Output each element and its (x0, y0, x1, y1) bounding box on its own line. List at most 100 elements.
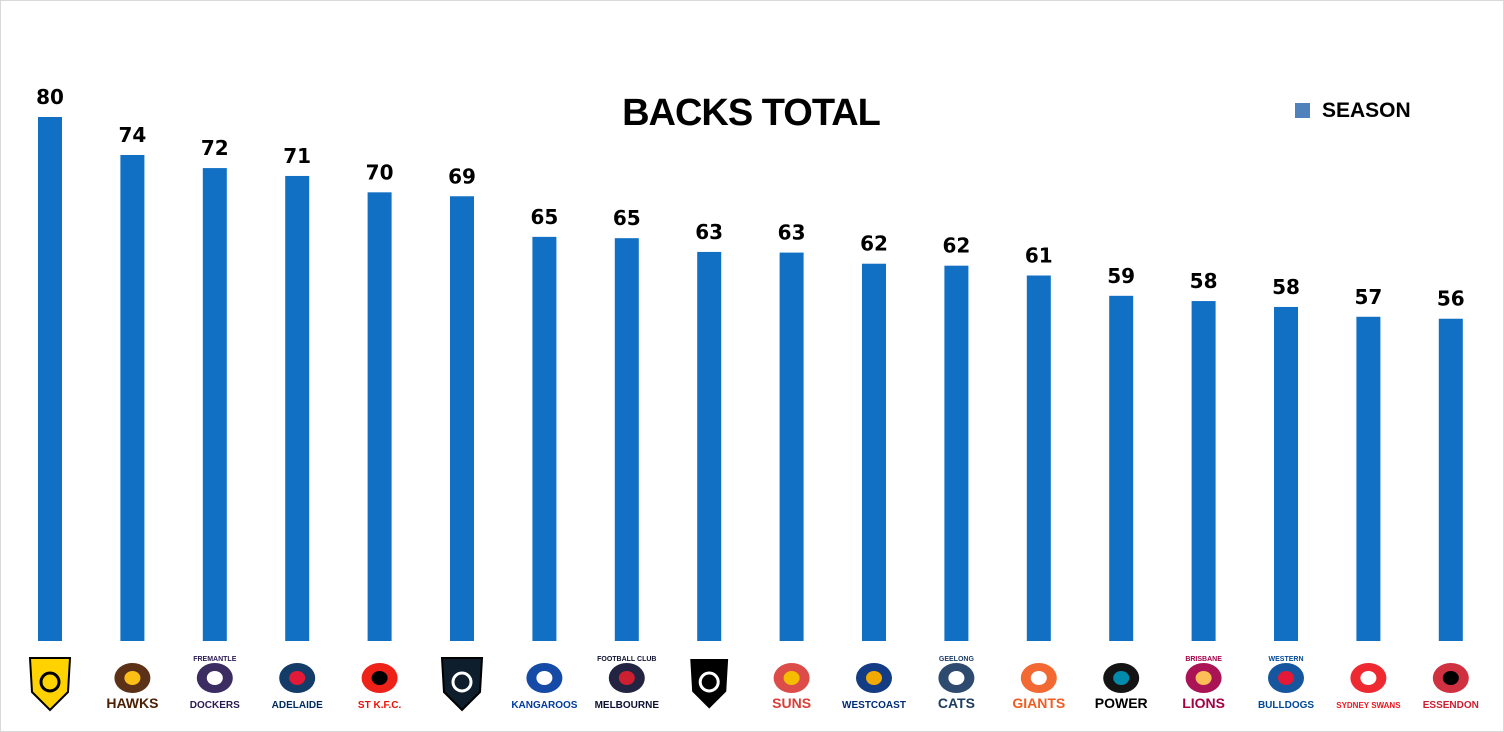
logo-mark (371, 671, 388, 685)
logo-subtext: WESTERN (1269, 656, 1304, 663)
data-label: 61 (1025, 244, 1053, 268)
logo-mark (536, 671, 553, 685)
bar (1274, 306, 1298, 641)
logo-subtext: FOOTBALL CLUB (597, 656, 656, 663)
hawthorn-hawk-logo: HAWKS (106, 663, 158, 711)
data-label: 63 (695, 220, 723, 244)
carlton-monogram-logo (440, 657, 484, 712)
chart-title: BACKS TOTAL (622, 92, 881, 134)
data-label: 62 (942, 234, 970, 258)
eagle-logo: WESTCOAST (842, 663, 906, 711)
power-logo: POWER (1095, 663, 1148, 711)
kangaroo-logo: KANGAROOS (511, 663, 578, 711)
bar (202, 168, 227, 641)
logo-subtext: GEELONG (939, 656, 975, 663)
logo-text: SYDNEY SWANS (1336, 701, 1401, 710)
logo-mark (866, 671, 882, 685)
logo-text: ESSENDON (1423, 700, 1479, 711)
bar (1438, 318, 1463, 641)
data-label: 63 (778, 221, 806, 245)
fremantle-anchor-logo: FREMANTLE DOCKERS (190, 656, 240, 711)
logo-mark (39, 671, 61, 693)
bar (1191, 301, 1216, 641)
bar (1109, 295, 1134, 641)
logo-text: CATS (938, 695, 975, 711)
logo-emblem (440, 657, 484, 712)
bar (1356, 316, 1381, 641)
data-label: 69 (448, 164, 476, 188)
adelaide-crow-logo: ADELAIDE (272, 663, 323, 711)
bar (697, 251, 722, 641)
swan-logo: SYDNEY SWANS (1336, 663, 1401, 710)
melbourne-shield-logo: FOOTBALL CLUB MELBOURNE (595, 656, 660, 711)
legend-swatch (1295, 103, 1310, 118)
logo-emblem (28, 657, 72, 712)
bar (38, 117, 62, 641)
bar (285, 175, 310, 641)
data-label: 59 (1107, 264, 1135, 288)
logo-mark (289, 671, 306, 685)
bar (1026, 275, 1051, 641)
data-label: 65 (613, 206, 641, 230)
data-label: 71 (283, 144, 311, 168)
suns-logo: SUNS (772, 663, 811, 711)
data-label: 72 (201, 136, 229, 160)
stkilda-cross-logo: ST K.F.C. (358, 663, 402, 711)
logo-text: MELBOURNE (595, 700, 660, 711)
data-label: 70 (366, 160, 394, 184)
bar (532, 236, 557, 642)
bar (450, 196, 474, 641)
logo-text: HAWKS (106, 695, 158, 711)
bar (862, 263, 886, 641)
data-label: 62 (860, 232, 888, 256)
logo-text: LIONS (1182, 695, 1225, 711)
data-label: 80 (36, 85, 64, 109)
data-label: 58 (1272, 275, 1300, 299)
data-label: 74 (118, 123, 146, 147)
logo-mark (1195, 671, 1212, 685)
logo-subtext: BRISBANE (1185, 656, 1222, 663)
logo-text: POWER (1095, 695, 1148, 711)
logo-mark (1113, 671, 1130, 685)
giants-g-logo: GIANTS (1012, 663, 1065, 711)
logo-text: ST K.F.C. (358, 700, 402, 711)
logo-text: WESTCOAST (842, 700, 906, 711)
legend: SEASON (1295, 99, 1411, 122)
data-labels: 80 74 72 71 70 69 65 65 63 63 62 62 61 59 58 58 57 56 (36, 85, 1465, 311)
logo-mark (1278, 671, 1294, 685)
team-logos: HAWKS FREMANTLE DOCKERS ADELAIDE ST K.F.C. KA… (28, 656, 1479, 712)
bar (944, 265, 969, 641)
data-label: 58 (1190, 269, 1218, 293)
logo-mark (948, 671, 965, 685)
logo-text: KANGAROOS (511, 700, 577, 711)
logo-mark (124, 671, 141, 685)
bar (120, 154, 145, 642)
logo-mark (618, 671, 635, 685)
logo-mark (1360, 671, 1377, 685)
data-label: 57 (1354, 285, 1382, 309)
cat-logo: GEELONG CATS (938, 656, 975, 711)
logo-text: ADELAIDE (272, 700, 323, 711)
data-label: 65 (530, 205, 558, 229)
logo-text: DOCKERS (190, 700, 240, 711)
logo-mark (1442, 671, 1459, 685)
logo-text: GIANTS (1012, 695, 1065, 711)
richmond-tiger-logo (28, 657, 72, 712)
logo-subtext: FREMANTLE (193, 656, 236, 663)
essendon-logo: ESSENDON (1423, 663, 1479, 711)
bars (38, 117, 1463, 642)
bulldog-logo: WESTERN BULLDOGS (1258, 656, 1314, 711)
data-label: 56 (1437, 287, 1465, 311)
logo-text: BULLDOGS (1258, 700, 1314, 711)
logo-mark (1030, 671, 1047, 685)
logo-text: SUNS (772, 695, 811, 711)
logo-mark (206, 671, 223, 685)
logo-mark (698, 671, 720, 693)
lion-logo: BRISBANE LIONS (1182, 656, 1225, 711)
logo-emblem (688, 657, 731, 712)
legend-label: SEASON (1322, 99, 1411, 122)
bar (614, 238, 639, 642)
logo-mark (451, 671, 473, 693)
magpie-logo (688, 657, 731, 712)
